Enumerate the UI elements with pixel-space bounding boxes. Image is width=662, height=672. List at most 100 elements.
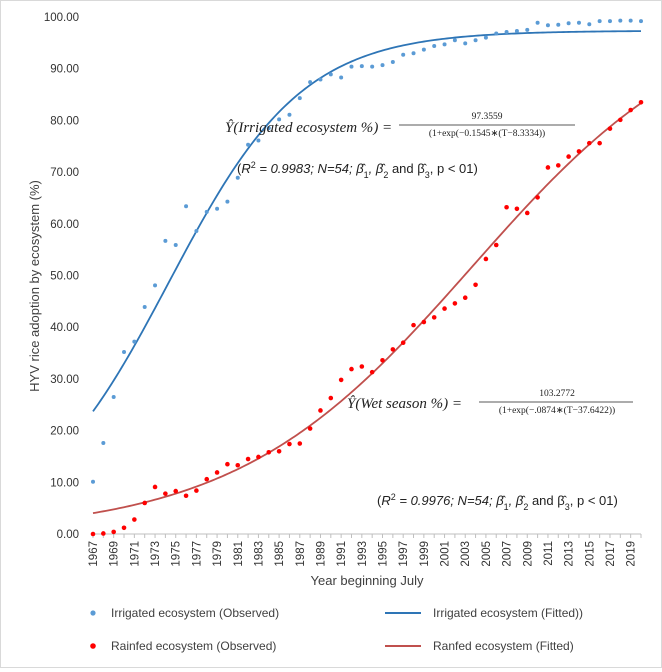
data-point-0	[370, 64, 375, 69]
irrigated-stats: (R2 = 0.9983; N=54; β̂1, β̂2 and β̂3, p …	[237, 160, 478, 180]
data-point-2	[411, 322, 416, 328]
wet-eq-numerator: 103.2772	[539, 389, 575, 399]
x-tick-label: 2009	[522, 541, 534, 567]
x-tick-label: 1983	[253, 541, 265, 567]
data-point-0	[597, 19, 602, 24]
data-point-0	[452, 38, 457, 43]
fitted-line-1	[92, 30, 642, 412]
x-tick-label: 1967	[88, 541, 100, 567]
x-tick-label: 2013	[564, 541, 576, 567]
x-axis-title: Year beginning July	[311, 573, 424, 588]
data-point-0	[442, 42, 447, 47]
data-point-2	[204, 476, 210, 482]
x-tick-label: 1981	[233, 541, 245, 567]
data-point-2	[183, 493, 189, 499]
x-tick-label: 1985	[274, 541, 286, 567]
x-tick-label: 1969	[109, 541, 121, 567]
data-point-2	[142, 500, 147, 506]
data-point-2	[535, 195, 540, 200]
data-point-0	[287, 112, 292, 117]
data-point-0	[545, 23, 550, 28]
x-tick-label: 2019	[626, 541, 638, 567]
data-point-0	[246, 142, 251, 147]
x-tick-label: 2001	[440, 541, 452, 567]
x-tick-label: 1975	[171, 541, 183, 567]
data-point-2	[235, 462, 241, 468]
data-point-0	[628, 18, 633, 23]
data-point-2	[318, 408, 323, 413]
data-point-2	[132, 517, 137, 522]
data-point-2	[442, 306, 447, 311]
y-tick-label: 70.00	[50, 167, 79, 179]
legend-item-irrigated-observed: Irrigated ecosystem (Observed)	[90, 606, 279, 620]
x-tick-label: 2011	[543, 541, 555, 566]
data-point-2	[101, 531, 106, 536]
data-point-0	[390, 59, 395, 64]
x-tick-label: 1971	[129, 541, 141, 567]
data-point-2	[545, 165, 551, 170]
data-point-0	[494, 31, 499, 36]
data-point-2	[473, 282, 478, 288]
data-point-0	[535, 20, 540, 25]
data-point-0	[566, 21, 571, 26]
data-point-2	[524, 210, 530, 216]
data-point-2	[390, 347, 396, 352]
data-point-2	[225, 461, 230, 467]
data-point-0	[556, 22, 561, 27]
data-point-2	[173, 488, 179, 494]
irrigated-eq-numerator: 97.3559	[472, 112, 503, 122]
legend-item-rainfed-observed: Rainfed ecosystem (Observed)	[90, 639, 276, 653]
svg-text:Ŷ(Irrigated ecosystem %) =: Ŷ(Irrigated ecosystem %) =	[225, 119, 392, 136]
data-point-2	[163, 491, 168, 496]
data-point-2	[245, 456, 251, 462]
data-point-0	[380, 63, 385, 68]
legend-item-irrigated-fitted: Irrigated ecosystem (Fitted))	[385, 606, 583, 620]
data-point-0	[411, 51, 416, 56]
data-point-0	[576, 20, 581, 25]
x-tick-label: 1993	[357, 541, 369, 567]
y-tick-label: 80.00	[50, 115, 79, 127]
data-point-0	[639, 19, 643, 24]
x-tick-label: 2007	[502, 541, 514, 567]
data-point-2	[576, 149, 582, 154]
data-point-2	[90, 531, 96, 537]
data-point-2	[266, 450, 272, 455]
data-point-2	[607, 126, 613, 131]
legend-item-rainfed-fitted: Ranfed ecosystem (Fitted)	[385, 639, 574, 653]
wet-eq-label: Wet season %	[360, 396, 443, 412]
data-point-2	[431, 315, 437, 320]
data-point-0	[266, 126, 271, 131]
data-point-2	[152, 484, 158, 490]
x-tick-label: 2003	[460, 541, 472, 567]
legend-label-rainfed-observed: Rainfed ecosystem (Observed)	[111, 639, 276, 653]
x-tick-label: 2005	[481, 541, 493, 567]
data-point-0	[142, 305, 147, 310]
data-point-2	[421, 319, 427, 325]
data-point-2	[349, 366, 354, 372]
x-tick-label: 1989	[315, 541, 327, 567]
y-tick-label: 100.00	[44, 12, 79, 24]
data-point-0	[163, 238, 168, 243]
data-point-2	[307, 426, 313, 431]
data-point-2	[462, 295, 468, 301]
data-point-0	[184, 204, 189, 209]
data-point-0	[132, 339, 137, 344]
y-tick-label: 90.00	[50, 64, 79, 76]
data-point-0	[463, 41, 468, 46]
irrigated-eq-denominator: (1+exp(−0.1545∗(T−8.3334))	[429, 128, 545, 139]
data-point-0	[618, 18, 623, 23]
data-point-2	[400, 340, 406, 346]
data-point-2	[566, 154, 571, 159]
data-point-2	[287, 441, 292, 447]
wet-season-equation: Ŷ(Wet season %) = 103.2772 (1+exp(−.0874…	[347, 389, 633, 416]
data-point-2	[452, 301, 458, 306]
data-point-0	[432, 43, 437, 48]
data-point-0	[122, 350, 127, 355]
fitted-line-3	[92, 102, 642, 515]
legend: Irrigated ecosystem (Observed) Irrigated…	[90, 606, 583, 653]
legend-marker-red-dot	[90, 643, 96, 649]
data-point-0	[525, 27, 530, 32]
irrigated-eq-suffix: ) =	[372, 120, 392, 136]
data-point-0	[204, 209, 209, 214]
